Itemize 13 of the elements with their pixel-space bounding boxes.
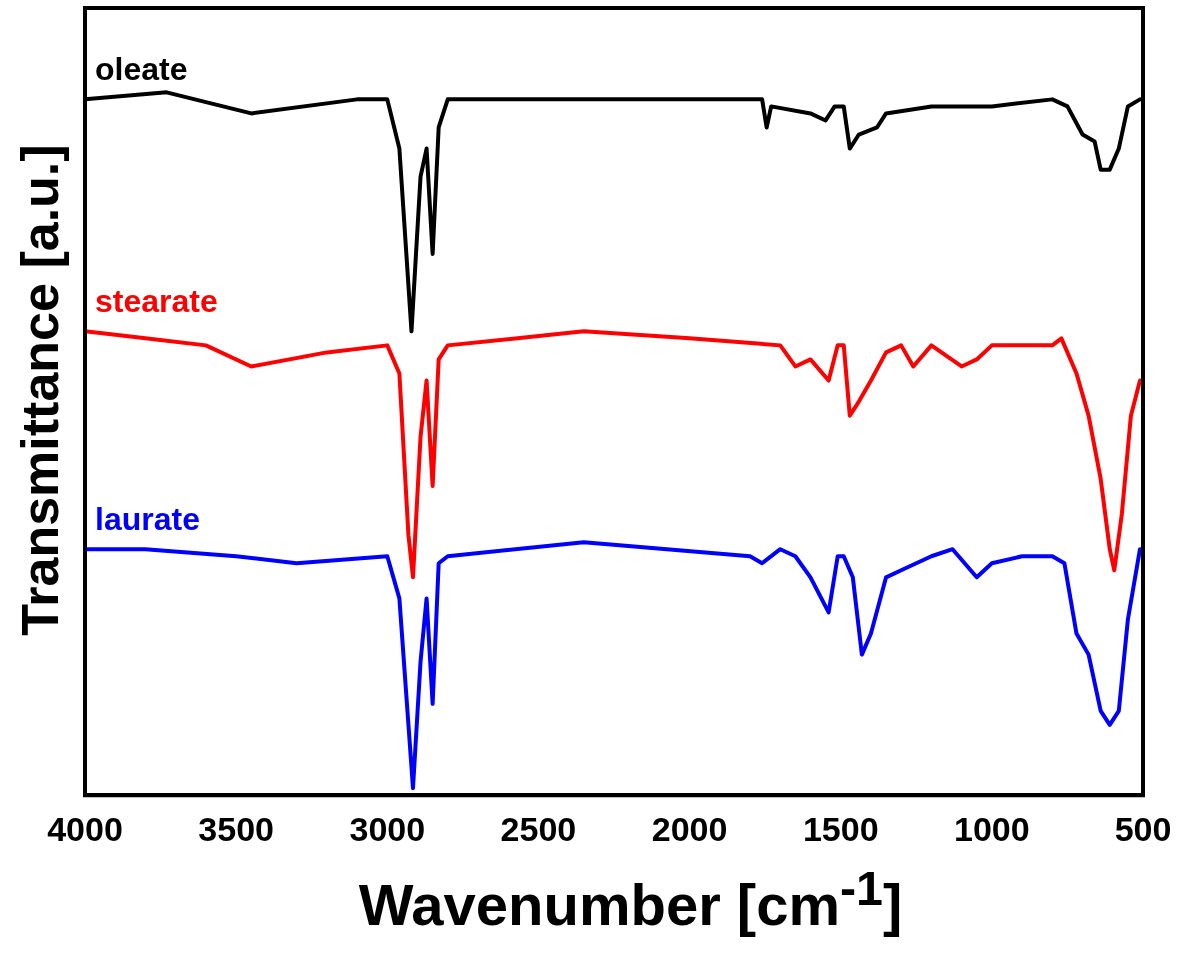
series-label: laurate [95, 501, 200, 538]
x-tick-label: 3000 [349, 809, 426, 848]
x-tick-label: 1000 [954, 809, 1030, 848]
x-tick-label: 500 [1114, 809, 1172, 848]
x-tick-label: 1500 [802, 809, 879, 848]
x-tick-label: 3500 [198, 809, 274, 848]
x-axis-title: Wavenumber [cm$^{-1}$] [357, 860, 904, 939]
y-axis-title: Transmittance [a.u.] [10, 143, 70, 638]
series-label: stearate [95, 283, 218, 320]
x-tick-label: 2000 [651, 809, 728, 848]
series-label: oleate [95, 51, 188, 88]
x-tick-label: 2500 [500, 809, 577, 848]
x-tick-label: 4000 [47, 809, 123, 848]
